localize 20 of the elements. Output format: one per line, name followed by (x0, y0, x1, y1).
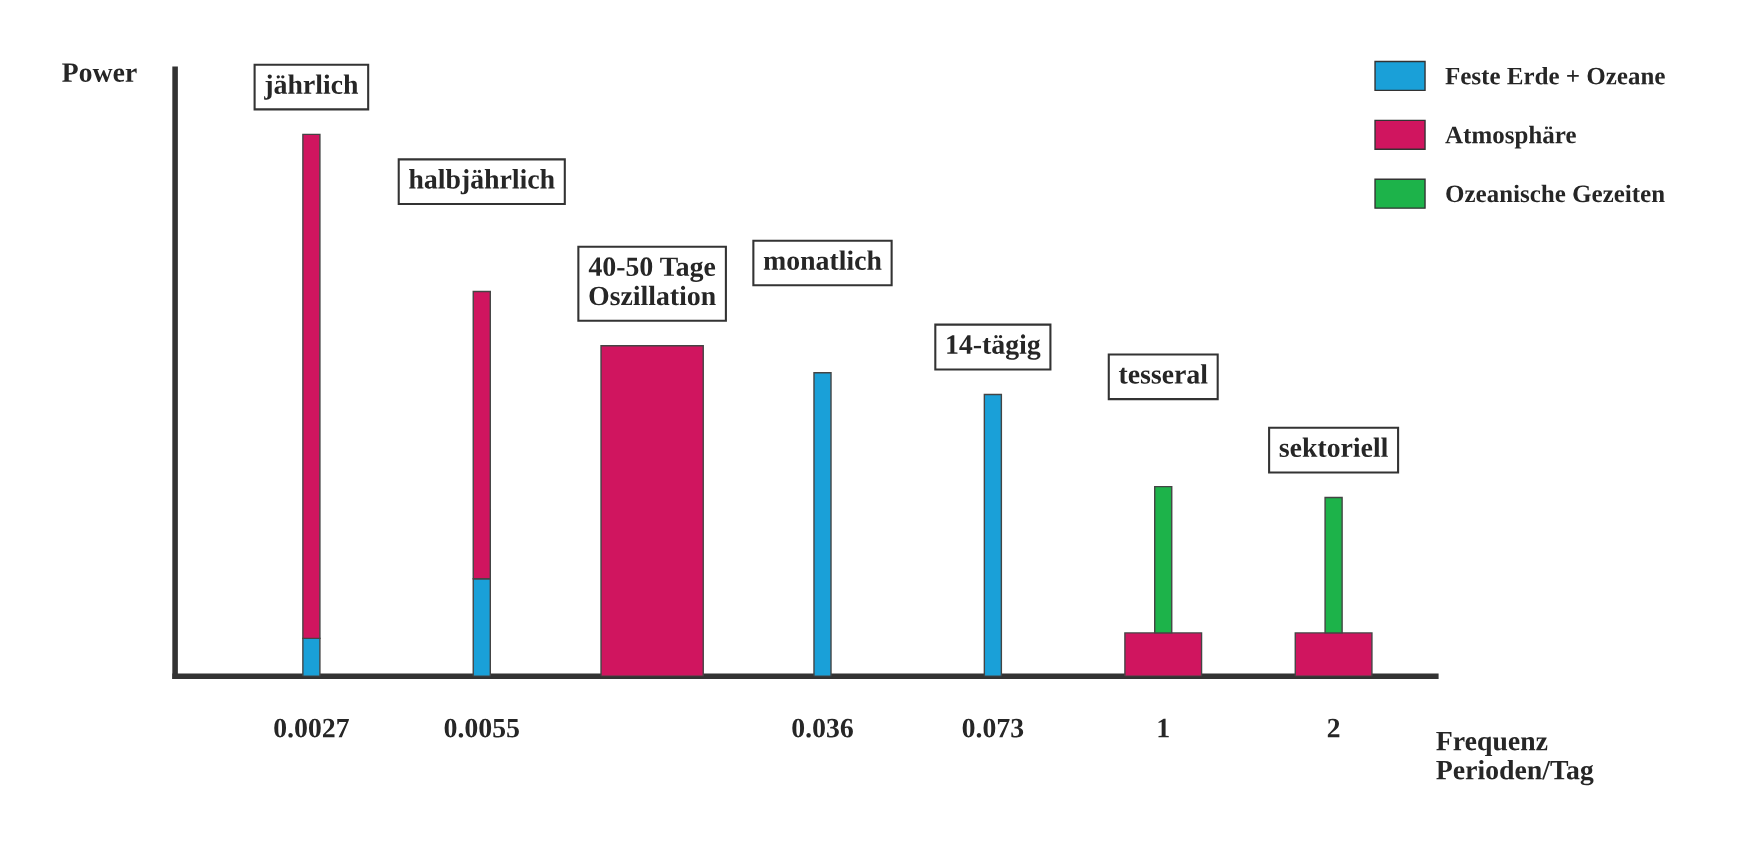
x-tick-label: 0.073 (962, 718, 1024, 738)
annotation: 14-tägig (947, 334, 1041, 360)
bar (813, 372, 832, 677)
x-tick-label: 0.0055 (444, 718, 519, 738)
annotation: halbjährlich (409, 169, 555, 195)
x-tick-label: 0.0027 (274, 718, 349, 738)
legend-label: Atmosphäre (1445, 125, 1576, 149)
x-tick-label: 0.036 (792, 718, 853, 738)
y-axis-title: Power (62, 63, 137, 82)
bar (983, 393, 1003, 677)
legend-label: Ozeanische Gezeiten (1446, 184, 1665, 203)
annotation: monatlich (763, 250, 882, 270)
legend-label: Feste Erde + Ozeane (1445, 66, 1665, 85)
annotation: 40-50 Tage Oszillation (588, 257, 716, 306)
x-tick-label: 1 (1158, 718, 1169, 738)
annotation: tesseral (1118, 364, 1208, 384)
x-axis-title: Frequenz Perioden/Tag (1436, 731, 1594, 786)
x-tick-label: 2 (1327, 718, 1340, 738)
annotation: sektoriell (1279, 437, 1388, 458)
text: jährlich (264, 74, 359, 100)
